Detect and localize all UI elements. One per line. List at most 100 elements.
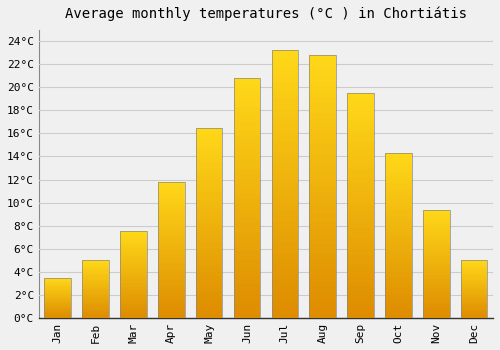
Bar	[196, 143, 222, 147]
Bar	[234, 169, 260, 174]
Bar	[120, 264, 146, 266]
Bar	[44, 296, 71, 297]
Bar	[44, 301, 71, 302]
Bar	[120, 276, 146, 278]
Bar	[196, 261, 222, 265]
Bar	[158, 307, 184, 310]
Bar	[158, 282, 184, 285]
Bar	[44, 311, 71, 312]
Bar	[310, 160, 336, 166]
Bar	[348, 309, 374, 314]
Bar	[272, 56, 298, 61]
Bar	[120, 262, 146, 264]
Bar	[44, 287, 71, 288]
Bar	[82, 313, 109, 315]
Bar	[310, 197, 336, 202]
Bar	[423, 312, 450, 314]
Bar	[158, 223, 184, 225]
Bar	[196, 287, 222, 291]
Bar	[310, 281, 336, 286]
Bar	[272, 66, 298, 72]
Bar	[272, 264, 298, 270]
Bar	[385, 163, 411, 166]
Bar	[44, 278, 71, 279]
Bar	[44, 295, 71, 296]
Bar	[348, 228, 374, 232]
Bar	[385, 193, 411, 196]
Bar	[461, 297, 487, 298]
Bar	[196, 284, 222, 287]
Bar	[196, 135, 222, 139]
Bar	[423, 274, 450, 277]
Bar	[196, 204, 222, 208]
Bar	[234, 260, 260, 265]
Bar	[44, 298, 71, 299]
Bar	[461, 306, 487, 308]
Bar	[120, 259, 146, 261]
Bar	[461, 295, 487, 296]
Bar	[423, 264, 450, 266]
Bar	[158, 266, 184, 269]
Bar	[82, 284, 109, 285]
Bar	[348, 93, 374, 318]
Bar	[348, 268, 374, 273]
Bar	[348, 210, 374, 215]
Bar	[234, 294, 260, 299]
Bar	[120, 285, 146, 287]
Bar	[234, 83, 260, 88]
Bar	[44, 282, 71, 283]
Bar	[158, 247, 184, 250]
Bar	[44, 317, 71, 318]
Bar	[158, 304, 184, 307]
Bar	[120, 278, 146, 280]
Bar	[461, 279, 487, 280]
Bar	[348, 295, 374, 300]
Bar	[158, 269, 184, 272]
Bar	[310, 118, 336, 123]
Bar	[423, 251, 450, 253]
Bar	[385, 229, 411, 232]
Bar	[82, 266, 109, 267]
Bar	[461, 310, 487, 311]
Bar	[234, 246, 260, 251]
Bar	[234, 188, 260, 193]
Bar	[82, 287, 109, 288]
Bar	[423, 309, 450, 312]
Bar	[44, 314, 71, 315]
Bar	[234, 117, 260, 121]
Bar	[120, 292, 146, 294]
Bar	[44, 303, 71, 304]
Bar	[461, 264, 487, 265]
Bar	[272, 83, 298, 88]
Bar	[310, 276, 336, 281]
Bar	[196, 200, 222, 204]
Bar	[158, 217, 184, 220]
Bar	[272, 243, 298, 248]
Bar	[158, 302, 184, 304]
Bar	[310, 123, 336, 128]
Bar	[385, 315, 411, 318]
Bar	[272, 200, 298, 205]
Bar	[310, 271, 336, 276]
Bar	[423, 285, 450, 288]
Bar	[310, 113, 336, 118]
Bar	[461, 284, 487, 285]
Bar	[234, 160, 260, 164]
Bar	[158, 291, 184, 293]
Bar	[234, 270, 260, 275]
Bar	[234, 193, 260, 198]
Bar	[423, 220, 450, 223]
Bar	[423, 301, 450, 303]
Bar	[348, 133, 374, 138]
Bar	[272, 184, 298, 189]
Bar	[310, 302, 336, 307]
Bar	[310, 229, 336, 234]
Bar	[423, 261, 450, 264]
Bar	[234, 222, 260, 227]
Bar	[44, 292, 71, 293]
Bar	[272, 254, 298, 259]
Bar	[310, 244, 336, 250]
Bar	[423, 223, 450, 225]
Bar	[310, 171, 336, 176]
Bar	[272, 248, 298, 254]
